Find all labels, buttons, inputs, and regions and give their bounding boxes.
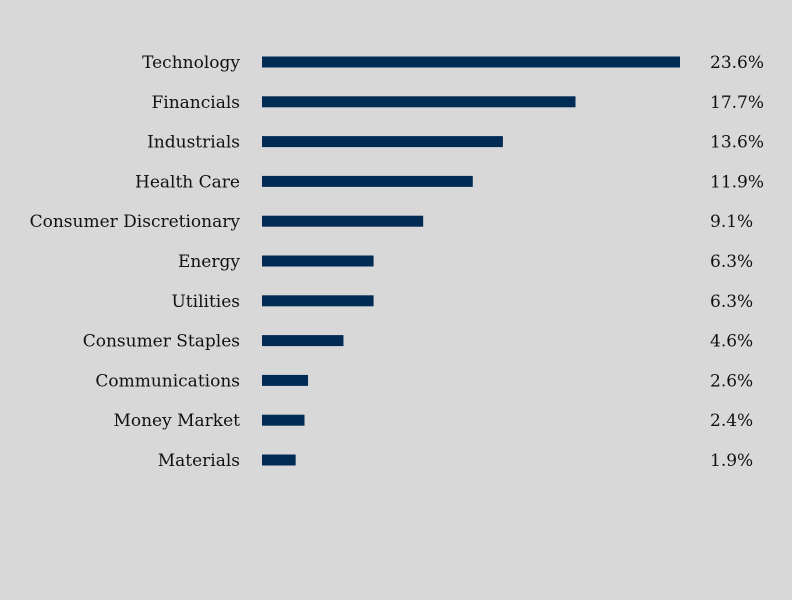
value-label-communications: 2.6% xyxy=(710,371,753,391)
category-label-industrials: Industrials xyxy=(147,133,240,153)
bar-health-care xyxy=(262,175,473,187)
bar-technology xyxy=(262,56,680,68)
bar-industrials xyxy=(262,136,503,148)
bar-energy xyxy=(262,255,374,267)
value-label-energy: 6.3% xyxy=(710,252,753,272)
value-label-utilities: 6.3% xyxy=(710,292,753,312)
category-label-utilities: Utilities xyxy=(171,292,240,312)
value-label-industrials: 13.6% xyxy=(710,133,764,153)
category-label-financials: Financials xyxy=(151,93,240,113)
category-label-communications: Communications xyxy=(95,371,240,391)
category-label-health-care: Health Care xyxy=(135,172,240,192)
category-label-consumer-staples: Consumer Staples xyxy=(83,332,240,352)
value-label-technology: 23.6% xyxy=(710,53,764,73)
category-label-money-market: Money Market xyxy=(113,411,240,431)
value-label-financials: 17.7% xyxy=(710,93,764,113)
bar-financials xyxy=(262,96,576,108)
value-label-materials: 1.9% xyxy=(710,451,753,471)
value-label-consumer-discretionary: 9.1% xyxy=(710,212,753,232)
category-label-materials: Materials xyxy=(158,451,240,471)
category-label-technology: Technology xyxy=(142,53,240,73)
category-label-energy: Energy xyxy=(178,252,240,272)
bar-consumer-discretionary xyxy=(262,215,424,227)
value-label-money-market: 2.4% xyxy=(710,411,753,431)
bar-materials xyxy=(262,454,296,466)
value-label-health-care: 11.9% xyxy=(710,172,764,192)
bar-utilities xyxy=(262,295,374,307)
bar-communications xyxy=(262,374,309,386)
value-label-consumer-staples: 4.6% xyxy=(710,332,753,352)
bar-consumer-staples xyxy=(262,335,344,347)
bar-money-market xyxy=(262,414,305,426)
category-label-consumer-discretionary: Consumer Discretionary xyxy=(30,212,241,232)
